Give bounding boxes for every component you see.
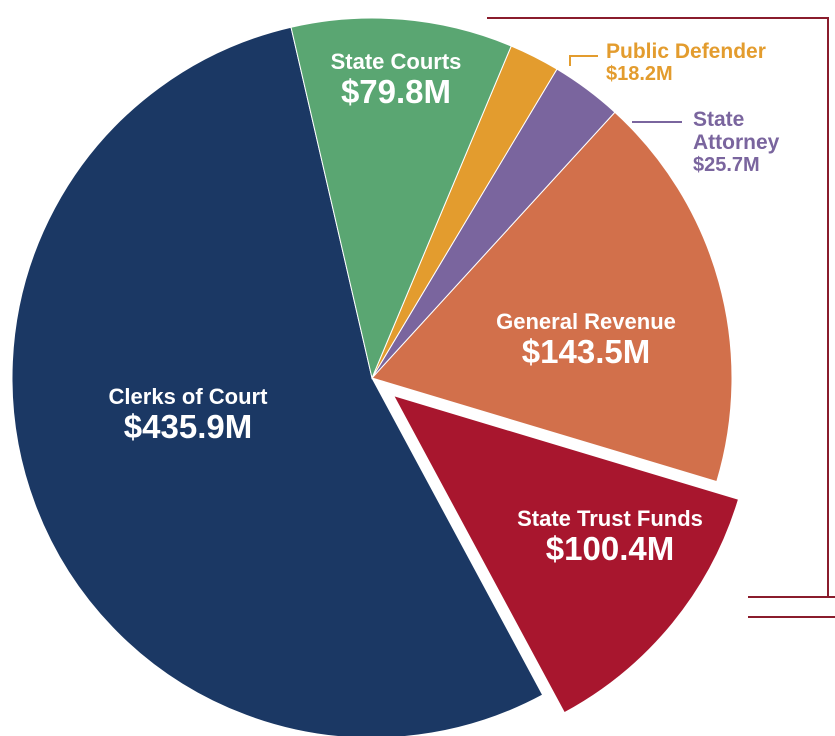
category-label: State Trust Funds bbox=[517, 506, 703, 531]
category-label: Public Defender bbox=[606, 40, 766, 63]
slice-label: Public Defender $18.2M bbox=[606, 40, 835, 85]
category-label: State Attorney bbox=[693, 108, 780, 155]
slice-label: State Courts $79.8M bbox=[296, 49, 496, 111]
category-label: State Courts bbox=[330, 49, 462, 74]
value-label: $18.2M bbox=[606, 63, 673, 86]
value-label: $435.9M bbox=[123, 408, 253, 446]
value-label: $25.7M bbox=[693, 154, 760, 177]
slice-label: General Revenue $143.5M bbox=[456, 309, 716, 371]
value-label: $143.5M bbox=[521, 333, 651, 371]
bracket bbox=[487, 17, 829, 597]
slice-label: State Trust Funds $100.4M bbox=[470, 506, 750, 568]
slice-label: State Attorney $25.7M bbox=[693, 108, 823, 176]
value-label: $100.4M bbox=[545, 530, 675, 568]
pie-slice bbox=[371, 111, 733, 483]
value-label: $79.8M bbox=[340, 73, 452, 111]
pie-slice bbox=[392, 394, 740, 714]
pie-slice bbox=[290, 17, 512, 380]
category-label: Clerks of Court bbox=[108, 384, 268, 409]
leader-line bbox=[569, 55, 598, 66]
category-label: General Revenue bbox=[496, 309, 676, 334]
decor bbox=[487, 17, 835, 618]
pie-slice bbox=[11, 26, 544, 736]
slice-label: Clerks of Court $435.9M bbox=[58, 384, 318, 446]
